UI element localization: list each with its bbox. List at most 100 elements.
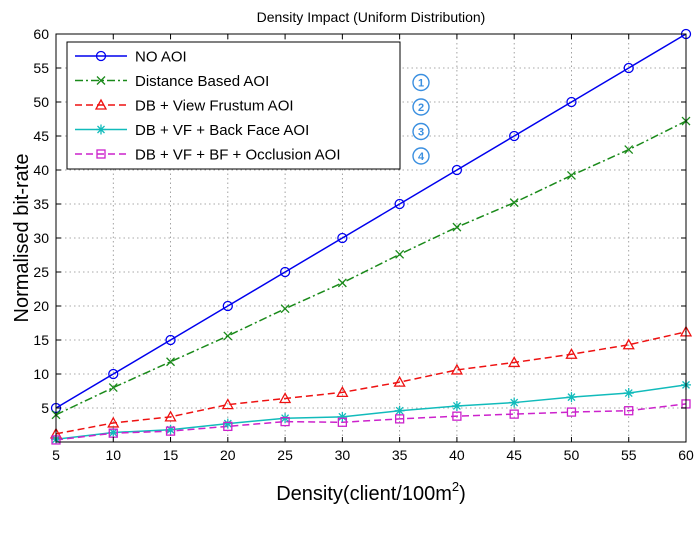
x-axis-label: Density(client/100m2)	[276, 479, 466, 505]
data-point	[108, 383, 118, 393]
x-tick-label: 20	[220, 447, 236, 463]
data-point	[508, 356, 521, 368]
data-point	[280, 416, 290, 427]
legend-box	[66, 41, 401, 170]
data-point	[222, 418, 233, 429]
data-point	[337, 411, 348, 422]
y-tick-label: 15	[33, 332, 49, 348]
legend-marker	[96, 149, 106, 159]
data-point	[278, 392, 292, 404]
data-point	[108, 368, 119, 380]
y-tick-label: 20	[33, 298, 49, 314]
data-point	[566, 407, 577, 417]
data-point	[509, 409, 519, 419]
y-tick-labels: 5 10 15 20 25 30 35 40 45 50 55 60	[33, 26, 49, 416]
x-tick-label: 10	[105, 447, 121, 463]
data-point	[107, 416, 120, 428]
data-point	[624, 145, 634, 155]
series-line	[55, 120, 687, 416]
data-point	[509, 130, 520, 142]
x-tick-label: 60	[678, 447, 694, 463]
y-tick-label: 55	[33, 60, 49, 76]
legend-entry: DB + View Frustum AOI	[135, 98, 294, 115]
data-point	[623, 62, 634, 74]
series-badge-number: 2	[418, 102, 424, 114]
data-point	[566, 170, 576, 180]
data-point	[166, 357, 176, 367]
series-line	[55, 384, 687, 441]
series-markers	[49, 28, 693, 445]
axis-ticks	[55, 33, 687, 442]
legend-entry: DB + VF + Back Face AOI	[135, 122, 309, 139]
data-point	[566, 96, 577, 108]
legend-entry: Distance Based AOI	[135, 73, 269, 90]
data-point	[165, 334, 176, 346]
data-point	[452, 411, 462, 421]
legend-marker	[96, 124, 106, 135]
series-badge-number: 4	[418, 151, 425, 163]
data-point	[451, 400, 462, 411]
x-tick-label: 55	[621, 447, 637, 463]
series-badge-number: 3	[418, 127, 424, 139]
data-point	[452, 222, 462, 232]
legend-entry: NO AOI	[135, 49, 187, 66]
y-tick-label: 40	[33, 162, 49, 178]
series-line	[55, 403, 687, 441]
y-tick-label: 5	[41, 400, 49, 416]
y-tick-label: 25	[33, 264, 49, 280]
x-tick-label: 15	[163, 447, 179, 463]
data-point	[565, 347, 578, 359]
data-point	[223, 421, 233, 432]
data-point	[624, 406, 634, 416]
data-point	[165, 426, 176, 436]
data-point	[450, 363, 464, 375]
data-point	[279, 266, 291, 278]
data-point	[337, 232, 348, 244]
data-point	[394, 414, 405, 424]
data-point	[509, 397, 520, 408]
data-point	[222, 300, 233, 312]
data-point	[165, 424, 176, 435]
data-point	[223, 331, 233, 341]
data-point	[108, 427, 119, 438]
data-point	[336, 386, 349, 398]
series-badges: 1 2 3 4	[412, 73, 430, 165]
legend: NO AOI Distance Based AOI DB + View Frustu…	[66, 41, 401, 170]
x-tick-label: 45	[506, 447, 522, 463]
data-point	[394, 405, 405, 416]
y-tick-label: 45	[33, 128, 49, 144]
data-point	[337, 417, 348, 427]
x-tick-label: 25	[277, 447, 293, 463]
y-tick-label: 60	[33, 26, 49, 42]
legend-marker	[94, 98, 108, 110]
series-badge-circle	[412, 122, 430, 141]
legend-entry: DB + VF + BF + Occlusion AOI	[135, 147, 341, 164]
legend-marker	[96, 76, 106, 85]
series-badge-circle	[412, 73, 430, 92]
x-tick-label: 5	[52, 447, 60, 463]
legend-marker	[95, 50, 107, 62]
x-tick-label: 35	[392, 447, 408, 463]
y-axis-label: Normalised bit-rate	[11, 154, 33, 323]
data-point	[622, 338, 635, 350]
x-tick-label: 40	[449, 447, 465, 463]
series-lines	[55, 33, 687, 441]
data-point	[451, 164, 463, 176]
y-tick-label: 10	[33, 366, 49, 382]
data-point	[623, 388, 634, 399]
data-point	[280, 304, 290, 314]
data-point	[395, 249, 405, 259]
data-point	[566, 392, 577, 403]
y-tick-label: 50	[33, 94, 49, 110]
x-tick-label: 30	[335, 447, 351, 463]
data-point	[509, 198, 519, 208]
data-point	[393, 375, 406, 387]
data-point	[337, 278, 347, 288]
data-point	[164, 410, 177, 422]
series-badge-circle	[412, 98, 430, 116]
x-tick-label: 50	[564, 447, 580, 463]
chart-title: Density Impact (Uniform Distribution)	[257, 9, 486, 25]
y-tick-label: 30	[33, 230, 49, 246]
data-point	[394, 198, 405, 210]
